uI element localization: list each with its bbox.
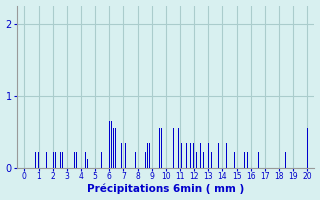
Bar	[258, 152, 259, 168]
Bar	[46, 152, 47, 168]
Bar	[101, 152, 102, 168]
Bar	[226, 143, 227, 168]
Bar	[190, 143, 191, 168]
Bar	[85, 152, 86, 168]
X-axis label: Précipitations 6min ( mm ): Précipitations 6min ( mm )	[87, 184, 244, 194]
Bar	[97, 152, 98, 168]
Bar	[307, 128, 308, 168]
Bar	[178, 128, 179, 168]
Bar	[197, 152, 198, 168]
Bar	[111, 121, 112, 168]
Bar	[107, 128, 108, 168]
Bar	[121, 143, 122, 168]
Bar	[145, 152, 146, 168]
Bar	[147, 143, 148, 168]
Bar	[208, 143, 209, 168]
Bar	[38, 152, 39, 168]
Bar	[87, 159, 88, 168]
Bar	[55, 152, 56, 168]
Bar	[211, 152, 212, 168]
Bar	[35, 152, 36, 168]
Bar	[60, 152, 61, 168]
Bar	[159, 128, 160, 168]
Bar	[234, 152, 235, 168]
Bar	[200, 143, 201, 168]
Bar	[181, 143, 182, 168]
Bar	[193, 143, 194, 168]
Bar	[131, 143, 132, 168]
Bar	[186, 143, 187, 168]
Bar	[247, 152, 248, 168]
Bar	[76, 152, 77, 168]
Bar	[285, 152, 286, 168]
Bar	[62, 152, 63, 168]
Bar	[149, 143, 150, 168]
Bar	[206, 143, 207, 168]
Bar	[214, 143, 215, 168]
Bar	[57, 152, 58, 168]
Bar	[125, 143, 126, 168]
Bar	[53, 152, 54, 168]
Bar	[173, 128, 174, 168]
Bar	[113, 128, 114, 168]
Bar	[135, 152, 136, 168]
